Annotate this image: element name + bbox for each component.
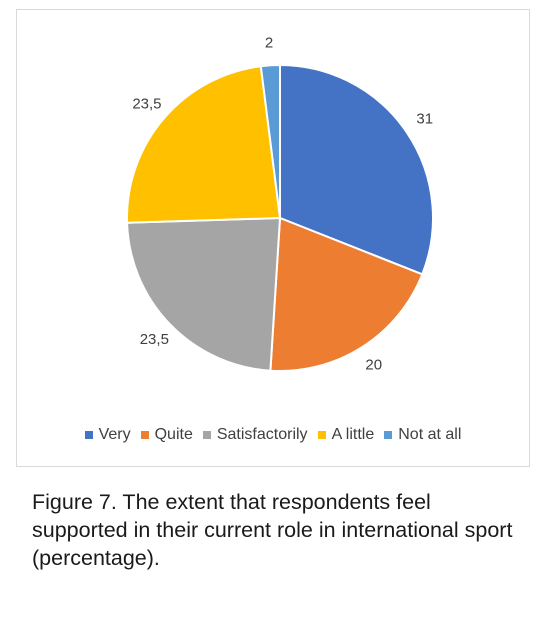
pie-slice-a-little bbox=[126, 65, 282, 224]
legend-item-not-at-all: Not at all bbox=[384, 426, 461, 444]
legend-swatch bbox=[202, 431, 211, 439]
pie-slice-quite bbox=[269, 216, 424, 372]
pie-slice-satisfactorily bbox=[126, 216, 282, 372]
legend-label: Very bbox=[98, 426, 131, 443]
legend-swatch bbox=[140, 431, 149, 439]
legend-label: Satisfactorily bbox=[216, 426, 308, 443]
data-label-very: 31 bbox=[416, 111, 433, 128]
legend-swatch bbox=[317, 431, 326, 439]
pie-slice-not-at-all bbox=[259, 63, 281, 219]
figure-caption: Figure 7. The extent that respondents fe… bbox=[32, 490, 513, 570]
legend-label: A little bbox=[331, 426, 375, 443]
legend-label: Quite bbox=[154, 426, 193, 443]
data-label-quite: 20 bbox=[365, 357, 382, 374]
chart-frame: 31 20 23,5 23,5 2 Very Quite Satisfactorily A l… bbox=[16, 9, 530, 467]
legend-item-a-little: A little bbox=[317, 426, 375, 444]
data-label-a-little: 23,5 bbox=[132, 95, 161, 112]
legend-item-very: Very bbox=[84, 426, 131, 444]
legend-label: Not at all bbox=[398, 426, 462, 443]
pie-chart: 31 20 23,5 23,5 2 bbox=[126, 34, 434, 374]
legend-swatch bbox=[384, 431, 393, 439]
legend-item-quite: Quite bbox=[140, 426, 193, 444]
legend-item-satisfactorily: Satisfactorily bbox=[202, 426, 308, 444]
data-label-satisfactorily: 23,5 bbox=[140, 331, 169, 348]
data-label-not-at-all: 2 bbox=[265, 34, 273, 51]
pie-slice-very bbox=[279, 63, 434, 276]
legend-swatch bbox=[84, 431, 93, 439]
chart-legend: Very Quite Satisfactorily A little Not at al… bbox=[17, 426, 529, 444]
